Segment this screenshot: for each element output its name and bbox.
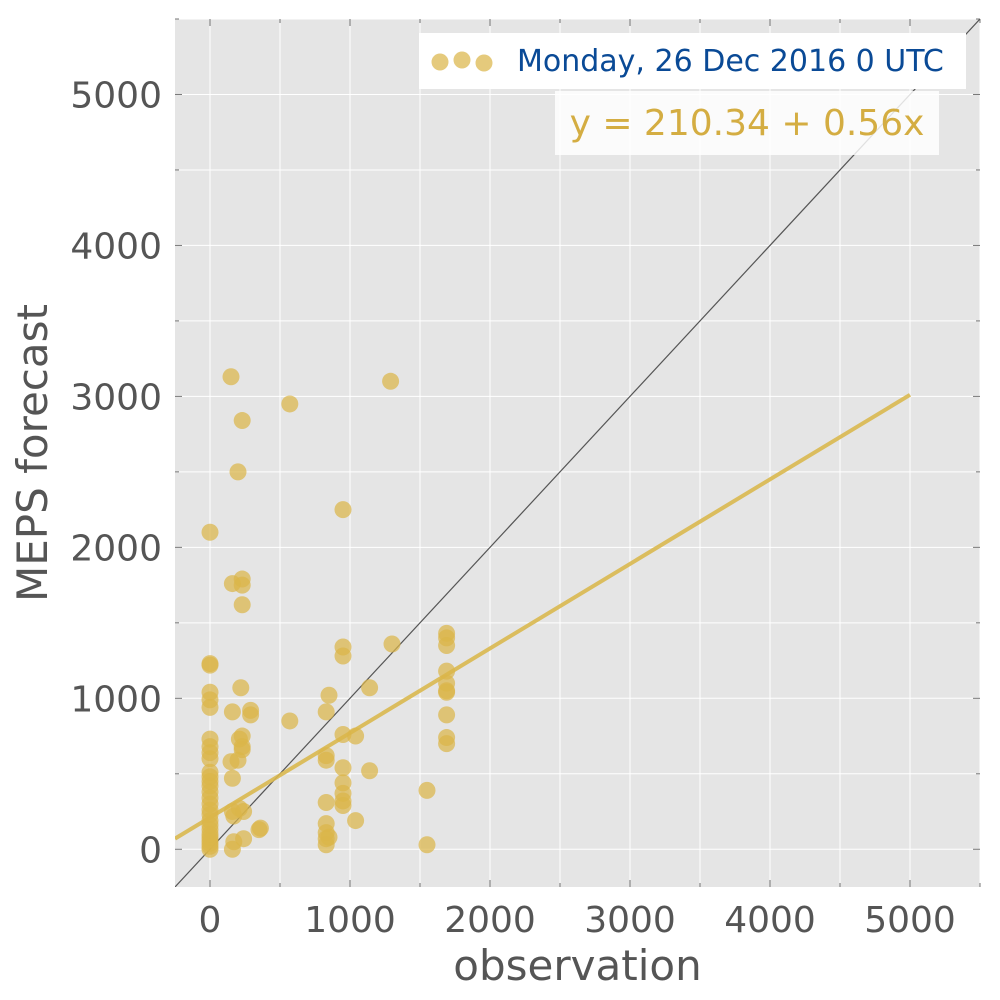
data-point bbox=[222, 368, 240, 386]
data-point bbox=[201, 683, 219, 701]
data-point bbox=[223, 703, 241, 721]
legend: Monday, 26 Dec 2016 0 UTC bbox=[419, 33, 966, 89]
legend-label: Monday, 26 Dec 2016 0 UTC bbox=[517, 44, 944, 79]
data-point bbox=[334, 647, 352, 665]
data-point bbox=[438, 706, 456, 724]
x-tick-label: 0 bbox=[199, 900, 222, 941]
data-point bbox=[361, 762, 379, 780]
data-point bbox=[317, 793, 335, 811]
data-point bbox=[320, 828, 338, 846]
data-point bbox=[242, 706, 260, 724]
data-point bbox=[361, 679, 379, 697]
data-point bbox=[334, 796, 352, 814]
data-point bbox=[281, 712, 299, 730]
data-point bbox=[320, 686, 338, 704]
data-point bbox=[383, 635, 401, 653]
data-point bbox=[347, 812, 365, 830]
data-point bbox=[235, 830, 253, 848]
y-tick-label: 3000 bbox=[70, 377, 162, 418]
data-points bbox=[201, 368, 456, 858]
data-point bbox=[223, 840, 241, 858]
data-point bbox=[233, 741, 251, 759]
data-point bbox=[229, 463, 247, 481]
y-tick-label: 4000 bbox=[70, 226, 162, 267]
data-point bbox=[317, 751, 335, 769]
data-point bbox=[418, 781, 436, 799]
regression-line bbox=[175, 393, 912, 841]
y-tick-label: 1000 bbox=[70, 679, 162, 720]
data-point bbox=[201, 730, 219, 748]
legend-marker bbox=[431, 51, 493, 72]
x-tick-label: 2000 bbox=[444, 900, 536, 941]
data-point bbox=[201, 523, 219, 541]
x-tick-label: 5000 bbox=[864, 900, 956, 941]
data-point bbox=[251, 819, 269, 837]
data-point bbox=[235, 803, 253, 821]
data-point bbox=[438, 683, 456, 701]
identity-line bbox=[175, 19, 980, 887]
data-point bbox=[438, 735, 456, 753]
data-point bbox=[317, 703, 335, 721]
data-point bbox=[418, 836, 436, 854]
y-axis-label: MEPS forecast bbox=[8, 304, 57, 602]
x-tick-label: 1000 bbox=[304, 900, 396, 941]
data-point bbox=[438, 662, 456, 680]
equation-box: y = 210.34 + 0.56x bbox=[555, 91, 939, 155]
legend-marker-dot bbox=[431, 53, 449, 71]
data-point bbox=[201, 655, 219, 673]
regression-equation: y = 210.34 + 0.56x bbox=[570, 103, 925, 144]
data-point bbox=[201, 763, 219, 781]
x-tick-labels: 0 1000 2000 3000 4000 5000 bbox=[199, 900, 956, 941]
identity-line-segment bbox=[175, 19, 980, 887]
legend-box bbox=[419, 33, 966, 89]
data-point bbox=[233, 596, 251, 614]
x-axis-label: observation bbox=[453, 941, 701, 990]
y-tick-label: 5000 bbox=[70, 75, 162, 116]
data-point bbox=[334, 726, 352, 744]
x-tick-label: 3000 bbox=[584, 900, 676, 941]
data-point bbox=[382, 372, 400, 390]
data-point bbox=[347, 727, 365, 745]
data-point bbox=[334, 759, 352, 777]
legend-marker-dot bbox=[453, 51, 471, 69]
y-tick-label: 0 bbox=[139, 830, 162, 871]
y-tick-label: 2000 bbox=[70, 528, 162, 569]
y-tick-labels: 0 1000 2000 3000 4000 5000 bbox=[70, 75, 162, 871]
data-point bbox=[233, 412, 251, 430]
x-tick-label: 4000 bbox=[724, 900, 816, 941]
data-point bbox=[281, 395, 299, 413]
axis-ticks bbox=[175, 18, 981, 887]
regression-line-segment bbox=[175, 393, 912, 841]
data-point bbox=[438, 636, 456, 654]
data-point bbox=[334, 501, 352, 519]
equation-background bbox=[555, 91, 939, 155]
data-point bbox=[232, 679, 250, 697]
data-point bbox=[223, 769, 241, 787]
legend-marker-dot bbox=[475, 54, 493, 72]
data-point bbox=[233, 576, 251, 594]
